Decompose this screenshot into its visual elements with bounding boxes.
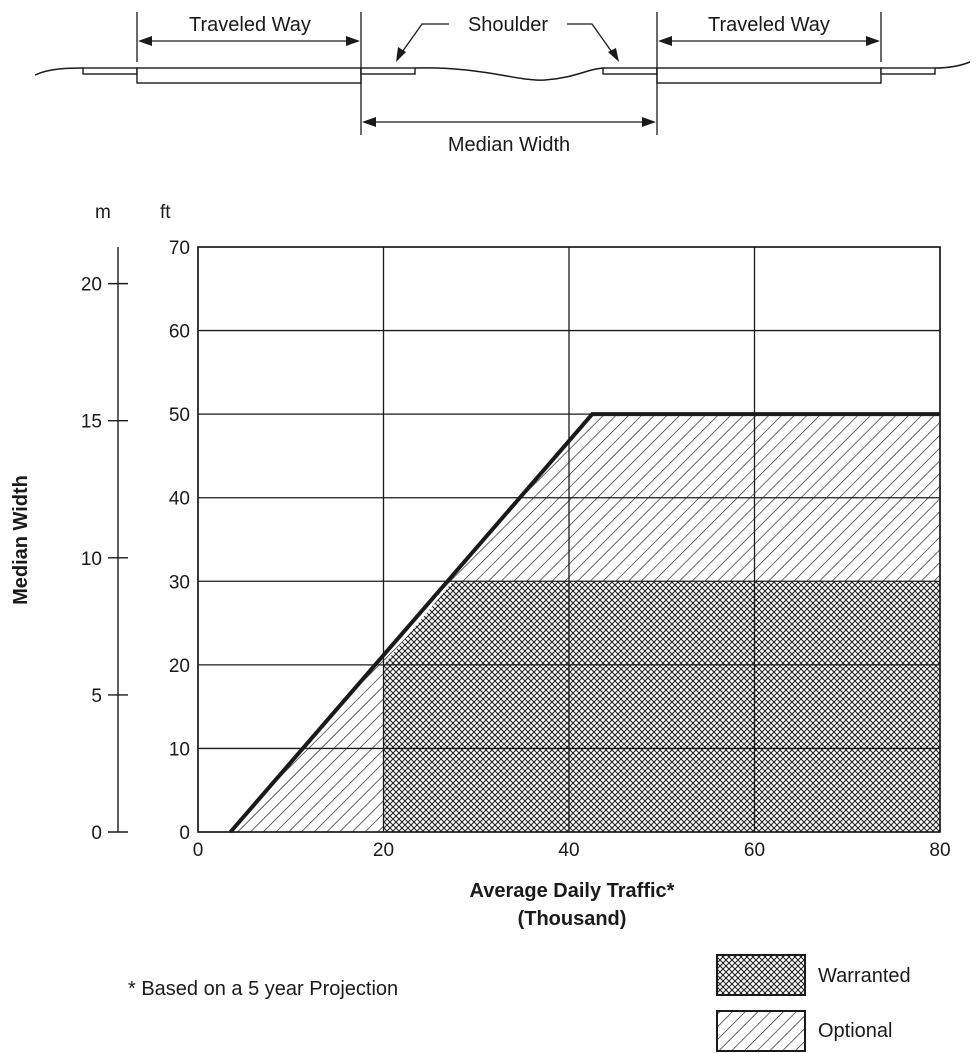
y-ft-tick-label: 60 [169, 322, 190, 343]
y-ft-tick-label: 50 [169, 405, 190, 426]
meter-tick-label: 5 [91, 686, 102, 707]
legend-label-warranted: Warranted [818, 965, 911, 987]
meter-tick-label: 20 [81, 275, 102, 296]
arrowhead [396, 47, 406, 62]
meter-tick-label: 15 [81, 412, 102, 433]
meter-axis: 0 5 10 15 20 [81, 247, 128, 844]
shoulder-leader-right [567, 23, 615, 56]
y-unit-ft-label: ft [160, 202, 171, 223]
x-tick-label: 40 [558, 840, 579, 861]
left-traveled-way-slab [136, 67, 362, 84]
arrowhead [362, 117, 376, 127]
plot-frame [197, 246, 941, 833]
optional-area [230, 414, 940, 832]
arrowhead [642, 117, 656, 127]
y-ft-tick-label: 0 [179, 823, 190, 844]
footnote: * Based on a 5 year Projection [128, 978, 398, 1000]
y-ft-tick-label: 10 [169, 739, 190, 760]
y-ft-tick-label: 20 [169, 656, 190, 677]
cross-section-diagram: Traveled Way Traveled Way Shoulder Media… [34, 10, 971, 156]
y-ft-tick-labels: 0 10 20 30 40 50 60 70 [169, 238, 190, 844]
y-unit-m-label: m [95, 202, 111, 223]
legend: Warranted Optional [716, 954, 911, 1052]
y-ft-tick-label: 30 [169, 572, 190, 593]
ground-line [34, 61, 971, 81]
right-outer-shoulder [880, 67, 936, 75]
right-inner-shoulder [602, 67, 658, 75]
warranted-area [383, 581, 940, 832]
x-tick-label: 0 [193, 840, 204, 861]
arrowhead [608, 48, 619, 62]
x-axis-title: Average Daily Traffic* [470, 880, 675, 902]
arrowhead [346, 36, 360, 46]
median-width-label: Median Width [448, 134, 570, 156]
shoulder-leader-left [399, 23, 449, 56]
x-tick-label: 20 [373, 840, 394, 861]
y-ft-tick-label: 70 [169, 238, 190, 259]
x-axis-subtitle: (Thousand) [518, 908, 627, 930]
right-traveled-way-slab [656, 67, 882, 84]
x-tick-labels: 0 20 40 60 80 [193, 840, 951, 861]
y-ft-tick-label: 40 [169, 489, 190, 510]
y-axis-title: Median Width [10, 475, 32, 605]
x-tick-label: 60 [744, 840, 765, 861]
arrowhead [866, 36, 880, 46]
legend-label-optional: Optional [818, 1020, 893, 1042]
shoulder-label: Shoulder [468, 14, 548, 36]
legend-swatch-warranted [716, 954, 806, 996]
x-tick-label: 80 [929, 840, 950, 861]
arrowhead [138, 36, 152, 46]
boundary-line [228, 412, 940, 834]
left-traveled-way-label: Traveled Way [189, 14, 311, 36]
meter-tick-label: 0 [91, 823, 102, 844]
legend-swatch-optional [716, 1010, 806, 1052]
left-outer-shoulder [82, 67, 138, 75]
right-traveled-way-label: Traveled Way [708, 14, 830, 36]
meter-tick-label: 10 [81, 549, 102, 570]
arrowhead [658, 36, 672, 46]
left-inner-shoulder [360, 67, 416, 75]
